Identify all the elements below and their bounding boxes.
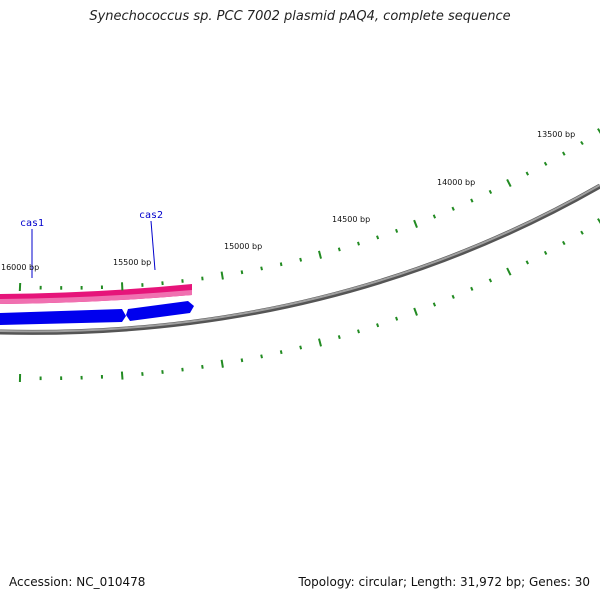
minor-tick [470, 198, 474, 203]
major-tick [597, 128, 600, 134]
major-tick [220, 359, 224, 368]
major-tick [413, 307, 418, 316]
minor-tick [580, 230, 584, 235]
minor-tick [451, 206, 455, 211]
minor-tick [488, 189, 493, 195]
major-tick [506, 178, 512, 188]
minor-tick [395, 316, 399, 321]
tick-label-13500: 13500 bp [537, 130, 575, 139]
tick-label-15500: 15500 bp [113, 258, 151, 267]
minor-tick [357, 241, 360, 246]
minor-tick [260, 266, 263, 271]
minor-tick [395, 228, 399, 233]
summary-text: Topology: circular; Length: 31,972 bp; G… [298, 575, 590, 589]
minor-tick [279, 262, 283, 267]
minor-tick [337, 335, 341, 340]
gene-reverse-2[interactable] [126, 301, 194, 321]
minor-tick [432, 302, 437, 307]
minor-tick [376, 323, 380, 328]
minor-tick [299, 257, 303, 262]
minor-tick [488, 278, 493, 283]
minor-tick [260, 354, 263, 359]
minor-tick [376, 235, 380, 240]
minor-tick [525, 171, 529, 176]
minor-tick [337, 247, 341, 252]
gene-cas1-highlight [0, 290, 192, 304]
minor-tick [432, 214, 437, 219]
minor-tick [562, 240, 566, 246]
minor-tick [580, 140, 584, 146]
inner-tick-ring [18, 218, 600, 383]
tick-label-15000: 15000 bp [224, 242, 262, 251]
minor-tick [240, 358, 244, 363]
major-tick [220, 271, 224, 280]
minor-tick [470, 286, 474, 291]
tick-label-14000: 14000 bp [437, 178, 475, 187]
accession-text: Accession: NC_010478 [9, 575, 146, 589]
tick-label-16000: 16000 bp [1, 263, 39, 272]
minor-tick [299, 345, 303, 350]
gene-label-cas1: cas1 [20, 218, 44, 229]
gene-reverse-1[interactable] [0, 309, 126, 325]
minor-tick [525, 260, 529, 265]
cas2-leader [150, 220, 156, 271]
map-title: Synechococcus sp. PCC 7002 plasmid pAQ4,… [89, 9, 511, 24]
major-tick [318, 250, 322, 259]
minor-tick [562, 151, 566, 156]
major-tick [413, 219, 418, 228]
major-tick [597, 218, 600, 224]
major-tick [506, 267, 512, 276]
minor-tick [543, 161, 548, 166]
minor-tick [279, 350, 283, 355]
minor-tick [543, 250, 548, 255]
minor-tick [357, 329, 360, 334]
minor-tick [451, 294, 455, 299]
minor-tick [201, 364, 204, 369]
outer-tick-ring [18, 128, 600, 292]
backbone [0, 184, 600, 333]
major-tick [318, 338, 322, 347]
tick-label-14500: 14500 bp [332, 215, 370, 224]
major-tick [120, 371, 124, 380]
minor-tick [240, 270, 244, 275]
gene-label-cas2: cas2 [139, 210, 163, 221]
